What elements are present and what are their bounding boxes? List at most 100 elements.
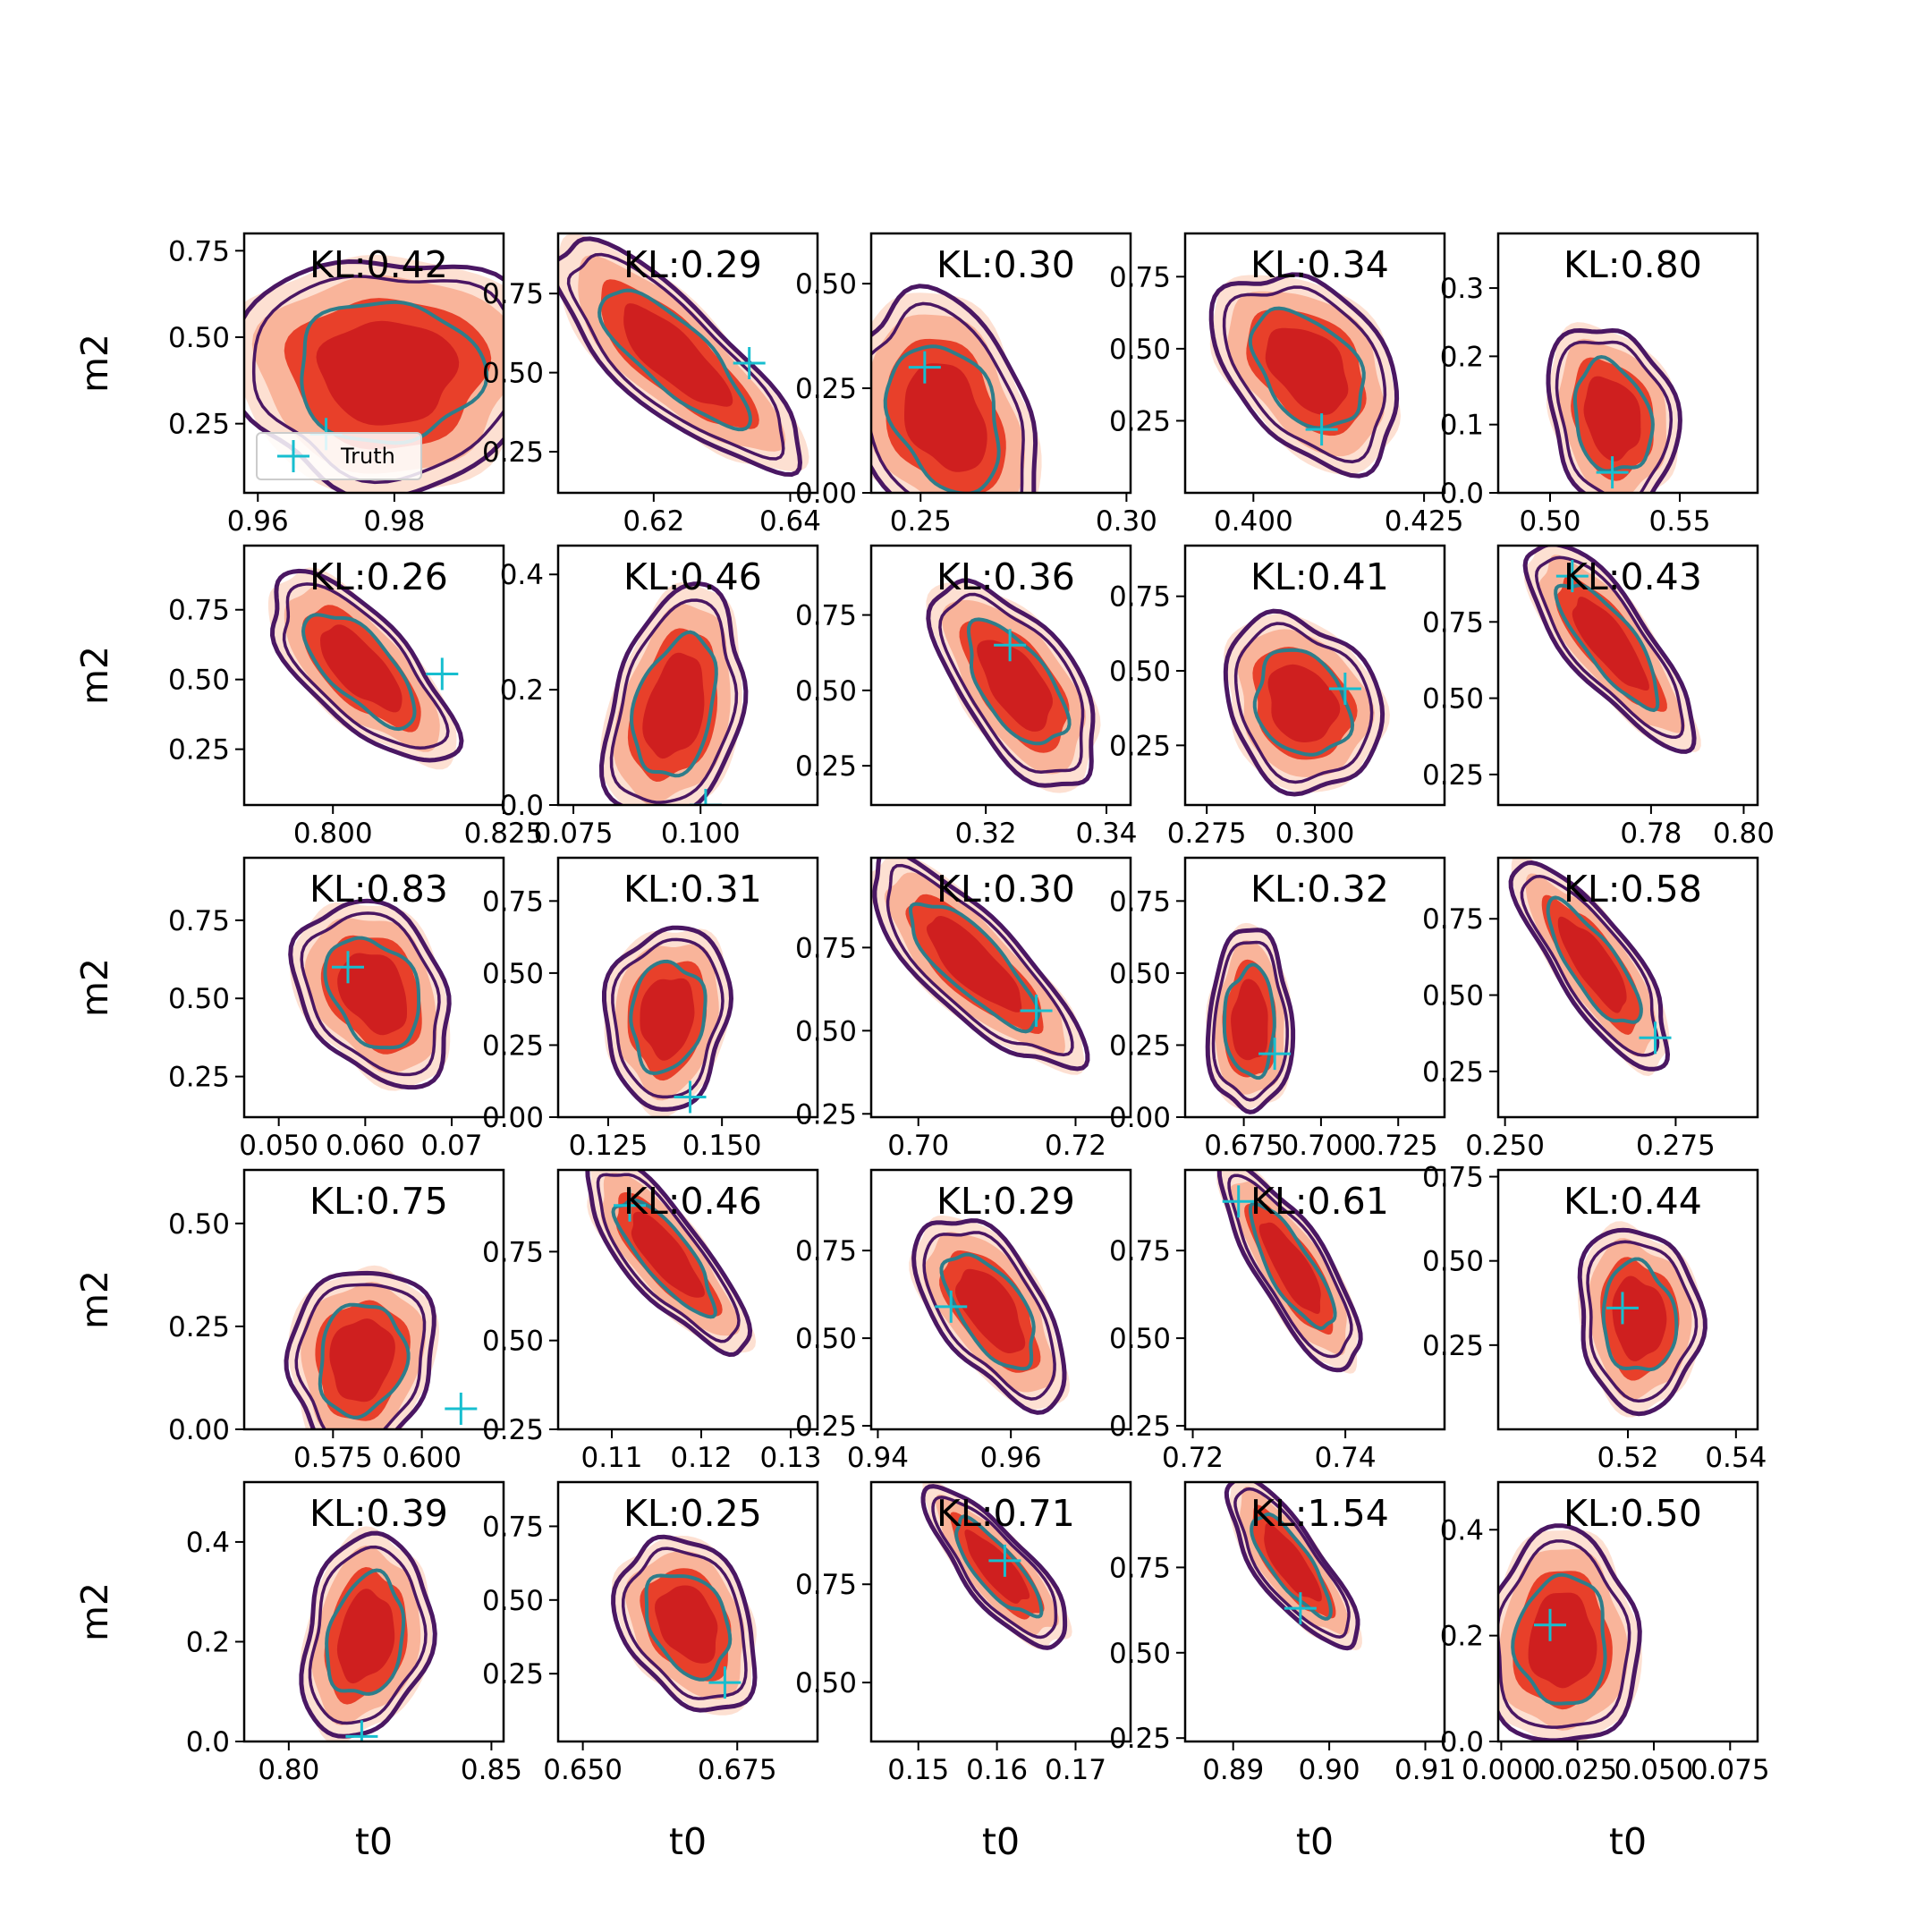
y-tick-label: 0.25	[168, 734, 230, 767]
x-tick-label: 0.91	[1394, 1754, 1456, 1786]
kde-fill-level-3	[1267, 664, 1341, 742]
y-tick-label: 0.2	[1440, 341, 1484, 373]
density-region	[558, 233, 809, 478]
y-tick-label: 0.25	[1109, 1411, 1171, 1443]
contour-outer-line-0	[284, 1270, 436, 1429]
truth-marker	[1284, 1592, 1317, 1625]
y-tick-label: 0.50	[795, 1323, 857, 1355]
x-tick-label: 0.600	[382, 1442, 462, 1474]
x-tick-label: 0.825	[464, 818, 544, 850]
contour-outer-line-0	[585, 1170, 753, 1358]
contour-inner-line	[1252, 648, 1355, 757]
density-region	[611, 1534, 758, 1716]
y-tick-label: 0.25	[795, 1411, 857, 1443]
contour-outer-line-1	[294, 1283, 427, 1429]
y-tick-label: 0.50	[168, 322, 230, 354]
x-tick-label: 0.12	[670, 1442, 732, 1474]
kde-fill-level-3	[320, 624, 402, 713]
axes-frame	[1183, 856, 1446, 1119]
y-tick-label: 0.00	[1109, 1102, 1171, 1134]
contour-outer-line-0	[926, 578, 1096, 788]
axes-frame	[869, 856, 1132, 1119]
y-tick-label: 0.4	[500, 559, 544, 591]
y-tick-label: 0.50	[482, 358, 544, 390]
y-axis-label: m2	[73, 958, 116, 1017]
truth-marker	[1020, 995, 1053, 1028]
kde-fill-level-3	[337, 953, 407, 1036]
truth-marker	[689, 789, 722, 805]
axes-frame	[1496, 856, 1759, 1119]
y-tick-label: 0.75	[1109, 886, 1171, 918]
x-axis-label: t0	[355, 1820, 393, 1863]
kl-annotation: KL:0.29	[623, 243, 762, 286]
truth-marker	[988, 1544, 1021, 1577]
y-tick-label: 0.50	[1109, 1323, 1171, 1355]
x-tick-label: 0.125	[569, 1130, 648, 1162]
y-tick-label: 0.75	[482, 886, 544, 918]
x-tick-label: 0.050	[239, 1130, 318, 1162]
x-tick-label: 0.800	[293, 818, 373, 850]
kl-annotation: KL:0.31	[623, 868, 762, 911]
x-tick-label: 0.55	[1648, 505, 1710, 538]
density-region	[1508, 858, 1672, 1077]
y-tick-label: 0.50	[168, 1208, 230, 1241]
kl-annotation: KL:0.30	[936, 243, 1075, 286]
kde-fill-level-3	[1528, 1592, 1597, 1689]
kde-fill-level-3	[1612, 1275, 1667, 1361]
x-tick-label: 0.94	[847, 1442, 909, 1474]
subplot-r1-c0: 0.800 0.825 0.25 0.50 0.75 KL:0.26 m2	[73, 544, 544, 850]
kl-annotation: KL:0.29	[936, 1180, 1075, 1223]
truth-marker	[445, 1392, 478, 1425]
truth-marker	[614, 1189, 646, 1222]
x-tick-label: 0.575	[293, 1442, 373, 1474]
contour-outer-line-0	[598, 581, 749, 805]
truth-marker	[1534, 1608, 1566, 1641]
density-region	[926, 578, 1101, 793]
subplot-r1-c2: 0.32 0.34 0.25 0.50 0.75 KL:0.36	[795, 544, 1138, 850]
truth-marker	[1328, 673, 1361, 705]
contour-outer-line-0	[1224, 1482, 1360, 1651]
axes-frame	[242, 544, 505, 807]
x-tick-label: 0.72	[1045, 1130, 1106, 1162]
contour-outer-line-1	[609, 598, 739, 804]
y-axis-label: m2	[73, 1582, 116, 1641]
contour-outer-line-1	[251, 275, 504, 485]
subplot-r3-c2: 0.94 0.96 0.25 0.50 0.75 KL:0.29	[795, 1168, 1132, 1474]
x-tick-label: 0.89	[1202, 1754, 1264, 1786]
x-tick-label: 0.725	[1359, 1130, 1438, 1162]
legend-box	[256, 432, 422, 480]
contour-outer-line-1	[1233, 622, 1374, 784]
kde-fill-level-3	[1572, 597, 1649, 691]
contour-inner-line	[318, 1302, 411, 1419]
x-tick-label: 0.060	[326, 1130, 405, 1162]
contour-outer-line-1	[1520, 874, 1660, 1057]
contour-outer-line-0	[611, 1534, 758, 1713]
y-tick-label: 0.25	[1109, 1030, 1171, 1062]
contour-outer-line-1	[300, 911, 441, 1077]
kl-annotation: KL:0.44	[1563, 1180, 1702, 1223]
contour-inner-line	[954, 1514, 1044, 1619]
truth-marker	[1222, 1185, 1255, 1218]
y-tick-label: 0.00	[168, 1414, 230, 1446]
contour-outer-line-0	[558, 236, 803, 478]
x-tick-label: 0.250	[1465, 1130, 1545, 1162]
contour-inner-line	[908, 902, 1041, 1034]
contour-inner-line	[325, 1568, 406, 1696]
y-tick-label: 0.50	[1109, 958, 1171, 990]
x-tick-label: 0.050	[1614, 1754, 1694, 1786]
contour-outer-line-1	[282, 582, 450, 750]
x-tick-label: 0.64	[759, 505, 821, 538]
kde-fill-level-3	[316, 320, 460, 426]
contour-outer-line-1	[1555, 340, 1674, 493]
y-tick-label: 0.75	[1422, 1162, 1484, 1194]
contour-inner-line	[1601, 1257, 1679, 1372]
kde-fill-level-3	[1557, 916, 1627, 1013]
axes-frame	[242, 856, 505, 1119]
y-tick-label: 0.25	[482, 1030, 544, 1062]
density-region	[1498, 1523, 1642, 1741]
truth-marker	[733, 347, 766, 379]
x-tick-label: 0.74	[1315, 1442, 1377, 1474]
truth-marker	[1606, 1292, 1639, 1325]
contour-outer-line-0	[872, 858, 1090, 1072]
